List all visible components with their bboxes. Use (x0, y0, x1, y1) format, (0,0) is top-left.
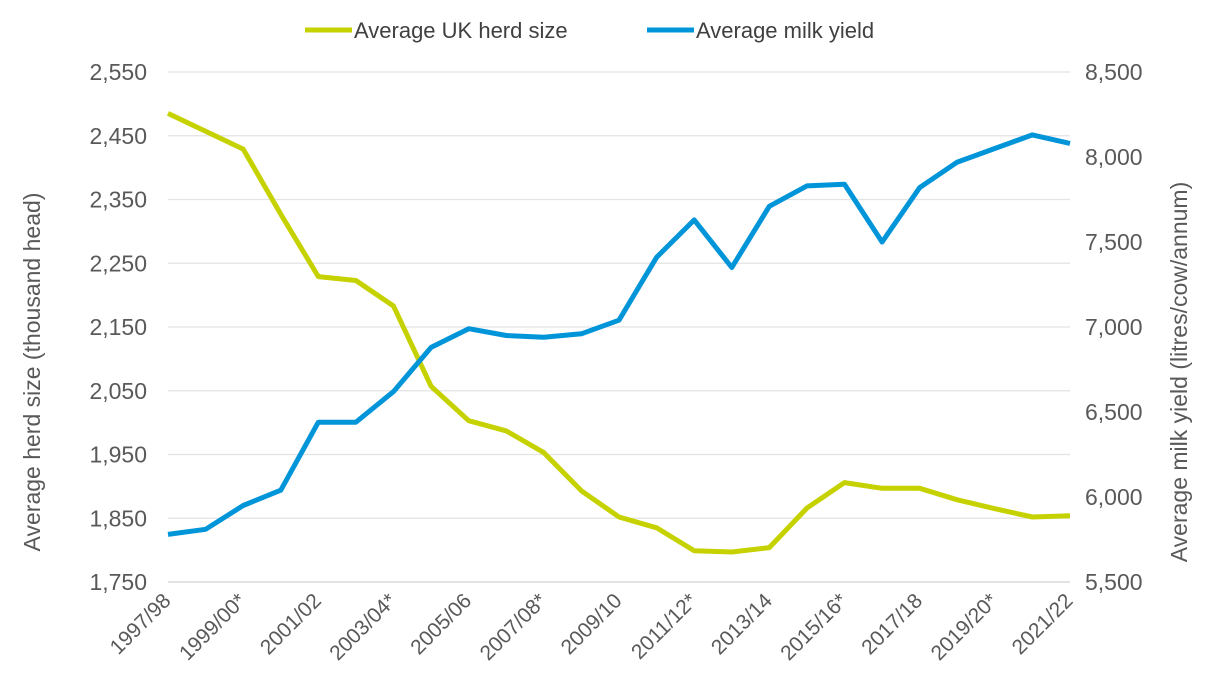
x-tick-label: 2007/08* (476, 589, 552, 665)
y-left-tick-label: 1,850 (89, 505, 147, 531)
y-left-tick-label: 2,550 (89, 59, 147, 85)
x-tick-label: 2015/16* (776, 589, 852, 665)
y-axis-left-title: Average herd size (thousand head) (19, 193, 45, 552)
y-right-tick-label: 7,000 (1085, 314, 1143, 340)
y-axis-right-title: Average milk yield (litres/cow/annum) (1166, 182, 1192, 563)
x-tick-label: 2009/10 (557, 589, 627, 659)
y-left-tick-label: 2,350 (89, 187, 147, 213)
y-right-tick-label: 8,500 (1085, 59, 1143, 85)
x-tick-label: 2001/02 (256, 589, 326, 659)
x-tick-label: 2019/20* (927, 589, 1003, 665)
x-tick-label: 1999/00* (175, 589, 251, 665)
y-right-tick-label: 6,000 (1085, 484, 1143, 510)
x-tick-label: 2011/12* (627, 589, 702, 664)
y-left-tick-label: 1,750 (89, 569, 147, 595)
gridlines (168, 71, 1070, 583)
y-right-tick-label: 8,000 (1085, 144, 1143, 170)
y-right-tick-label: 7,500 (1085, 229, 1143, 255)
x-tick-label: 2017/18 (857, 589, 927, 659)
y-right-tick-label: 5,500 (1085, 569, 1143, 595)
x-tick-label: 1997/98 (106, 589, 176, 659)
x-tick-label: 2013/14 (707, 589, 777, 659)
y-left-tick-label: 2,050 (89, 378, 147, 404)
x-tick-label: 2003/04* (325, 589, 401, 665)
y-left-tick-label: 2,250 (89, 250, 147, 276)
legend-label: Average UK herd size (354, 18, 568, 43)
series-lines (166, 111, 1071, 555)
x-tick-label: 2021/22 (1008, 589, 1078, 659)
series-line-average-milk-yield (167, 132, 1071, 537)
y-left-tick-label: 2,450 (89, 123, 147, 149)
x-tick-label: 2005/06 (406, 589, 476, 659)
y-right-tick-label: 6,500 (1085, 399, 1143, 425)
y-left-tick-label: 2,150 (89, 314, 147, 340)
legend-label: Average milk yield (696, 18, 874, 43)
series-line-average-uk-herd-size (166, 111, 1071, 555)
legend: Average UK herd size Average milk yield (305, 18, 874, 43)
y-left-tick-label: 1,950 (89, 442, 147, 468)
